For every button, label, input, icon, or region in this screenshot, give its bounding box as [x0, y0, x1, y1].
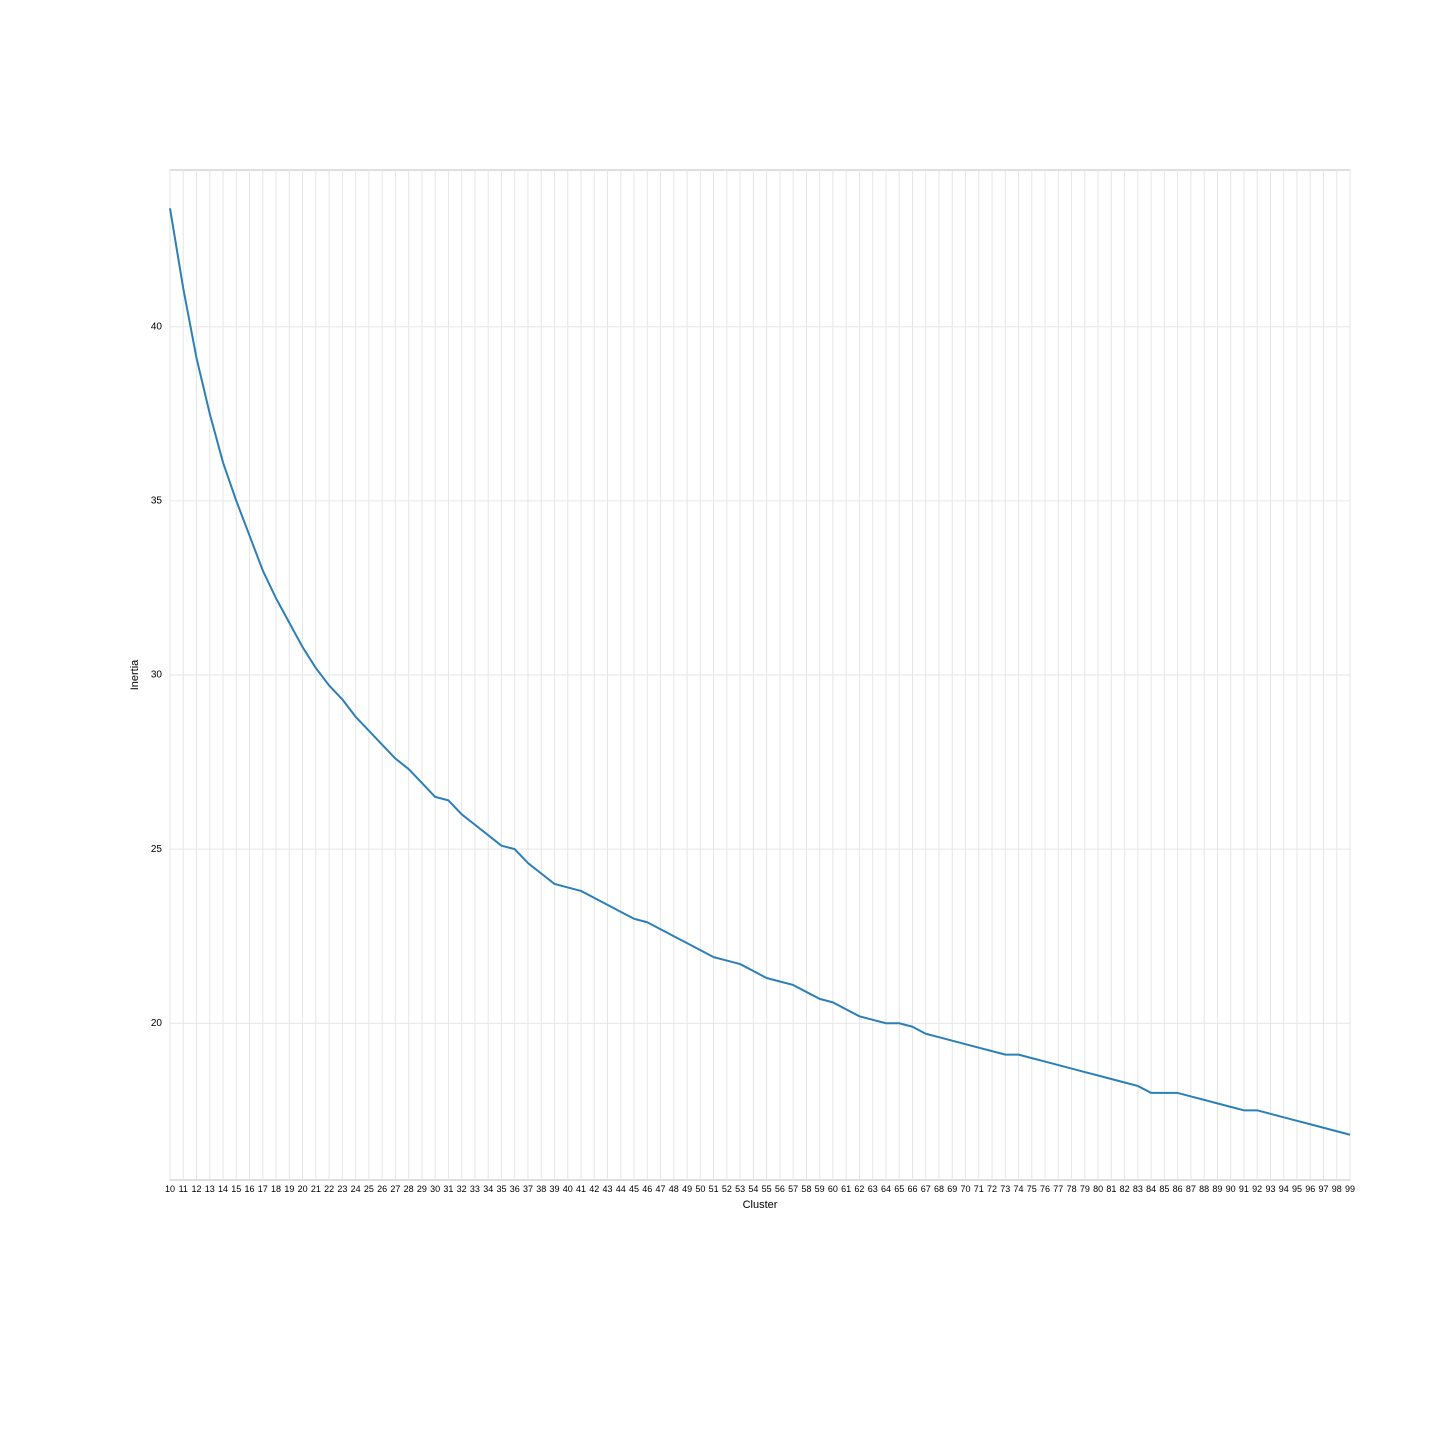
x-tick-label: 79 [1080, 1184, 1090, 1194]
x-tick-label: 36 [510, 1184, 520, 1194]
x-tick-label: 52 [722, 1184, 732, 1194]
x-tick-label: 15 [231, 1184, 241, 1194]
x-tick-label: 85 [1159, 1184, 1169, 1194]
x-tick-label: 76 [1040, 1184, 1050, 1194]
x-axis-label: Cluster [743, 1199, 778, 1211]
x-tick-label: 48 [669, 1184, 679, 1194]
x-tick-label: 27 [390, 1184, 400, 1194]
x-tick-label: 19 [284, 1184, 294, 1194]
x-tick-label: 16 [245, 1184, 255, 1194]
x-tick-label: 39 [549, 1184, 559, 1194]
x-tick-label: 46 [642, 1184, 652, 1194]
x-tick-label: 91 [1239, 1184, 1249, 1194]
x-tick-label: 80 [1093, 1184, 1103, 1194]
x-tick-label: 25 [364, 1184, 374, 1194]
x-tick-label: 56 [775, 1184, 785, 1194]
x-tick-label: 97 [1318, 1184, 1328, 1194]
x-tick-label: 72 [987, 1184, 997, 1194]
x-tick-label: 45 [629, 1184, 639, 1194]
x-tick-label: 88 [1199, 1184, 1209, 1194]
x-tick-label: 84 [1146, 1184, 1156, 1194]
x-tick-label: 99 [1345, 1184, 1355, 1194]
x-tick-label: 82 [1120, 1184, 1130, 1194]
x-tick-label: 94 [1279, 1184, 1289, 1194]
x-tick-label: 54 [748, 1184, 758, 1194]
x-tick-label: 90 [1226, 1184, 1236, 1194]
x-tick-label: 24 [351, 1184, 361, 1194]
x-tick-label: 87 [1186, 1184, 1196, 1194]
x-tick-label: 61 [841, 1184, 851, 1194]
x-tick-label: 59 [815, 1184, 825, 1194]
x-tick-label: 55 [762, 1184, 772, 1194]
x-tick-label: 71 [974, 1184, 984, 1194]
x-tick-label: 93 [1265, 1184, 1275, 1194]
x-tick-label: 83 [1133, 1184, 1143, 1194]
x-tick-label: 17 [258, 1184, 268, 1194]
y-tick-label: 40 [151, 321, 163, 332]
x-tick-label: 62 [854, 1184, 864, 1194]
y-tick-label: 30 [151, 670, 163, 681]
x-tick-label: 66 [907, 1184, 917, 1194]
x-tick-label: 70 [960, 1184, 970, 1194]
x-tick-label: 11 [179, 1184, 188, 1194]
x-tick-label: 50 [695, 1184, 705, 1194]
chart-svg: 1011121314151617181920212223242526272829… [0, 0, 1440, 1440]
x-tick-label: 12 [192, 1184, 202, 1194]
x-tick-label: 96 [1305, 1184, 1315, 1194]
x-tick-label: 81 [1106, 1184, 1116, 1194]
x-tick-label: 95 [1292, 1184, 1302, 1194]
x-tick-label: 38 [536, 1184, 546, 1194]
x-tick-label: 41 [576, 1184, 586, 1194]
x-tick-label: 18 [271, 1184, 281, 1194]
x-tick-label: 30 [430, 1184, 440, 1194]
x-tick-label: 57 [788, 1184, 798, 1194]
x-tick-label: 47 [656, 1184, 666, 1194]
x-tick-label: 43 [603, 1184, 613, 1194]
x-tick-label: 35 [496, 1184, 506, 1194]
x-tick-label: 60 [828, 1184, 838, 1194]
y-axis-label: Inertia [129, 659, 141, 690]
x-tick-label: 64 [881, 1184, 891, 1194]
x-tick-label: 89 [1212, 1184, 1222, 1194]
x-tick-label: 67 [921, 1184, 931, 1194]
x-tick-label: 20 [298, 1184, 308, 1194]
x-tick-label: 51 [709, 1184, 719, 1194]
x-tick-label: 21 [311, 1184, 321, 1194]
y-tick-label: 25 [151, 844, 163, 855]
x-tick-label: 92 [1252, 1184, 1262, 1194]
x-tick-label: 53 [735, 1184, 745, 1194]
x-tick-label: 13 [205, 1184, 215, 1194]
x-tick-label: 10 [165, 1184, 175, 1194]
x-tick-label: 78 [1067, 1184, 1077, 1194]
x-tick-label: 26 [377, 1184, 387, 1194]
x-tick-label: 31 [443, 1184, 453, 1194]
x-tick-label: 65 [894, 1184, 904, 1194]
inertia-line-chart: 1011121314151617181920212223242526272829… [0, 0, 1440, 1440]
x-tick-label: 37 [523, 1184, 533, 1194]
x-tick-label: 86 [1173, 1184, 1183, 1194]
x-tick-label: 29 [417, 1184, 427, 1194]
x-tick-label: 75 [1027, 1184, 1037, 1194]
x-tick-label: 14 [218, 1184, 228, 1194]
y-tick-label: 35 [151, 496, 163, 507]
x-tick-label: 74 [1014, 1184, 1024, 1194]
x-tick-label: 22 [324, 1184, 334, 1194]
x-tick-label: 77 [1053, 1184, 1063, 1194]
x-tick-label: 73 [1000, 1184, 1010, 1194]
x-tick-label: 49 [682, 1184, 692, 1194]
y-tick-label: 20 [151, 1018, 163, 1029]
x-tick-label: 69 [947, 1184, 957, 1194]
x-tick-label: 23 [337, 1184, 347, 1194]
x-tick-label: 68 [934, 1184, 944, 1194]
x-tick-label: 28 [404, 1184, 414, 1194]
x-tick-label: 40 [563, 1184, 573, 1194]
x-tick-label: 34 [483, 1184, 493, 1194]
x-tick-label: 98 [1332, 1184, 1342, 1194]
x-tick-label: 63 [868, 1184, 878, 1194]
x-tick-label: 32 [457, 1184, 467, 1194]
x-tick-label: 42 [589, 1184, 599, 1194]
x-tick-label: 58 [801, 1184, 811, 1194]
x-tick-label: 44 [616, 1184, 626, 1194]
x-tick-label: 33 [470, 1184, 480, 1194]
